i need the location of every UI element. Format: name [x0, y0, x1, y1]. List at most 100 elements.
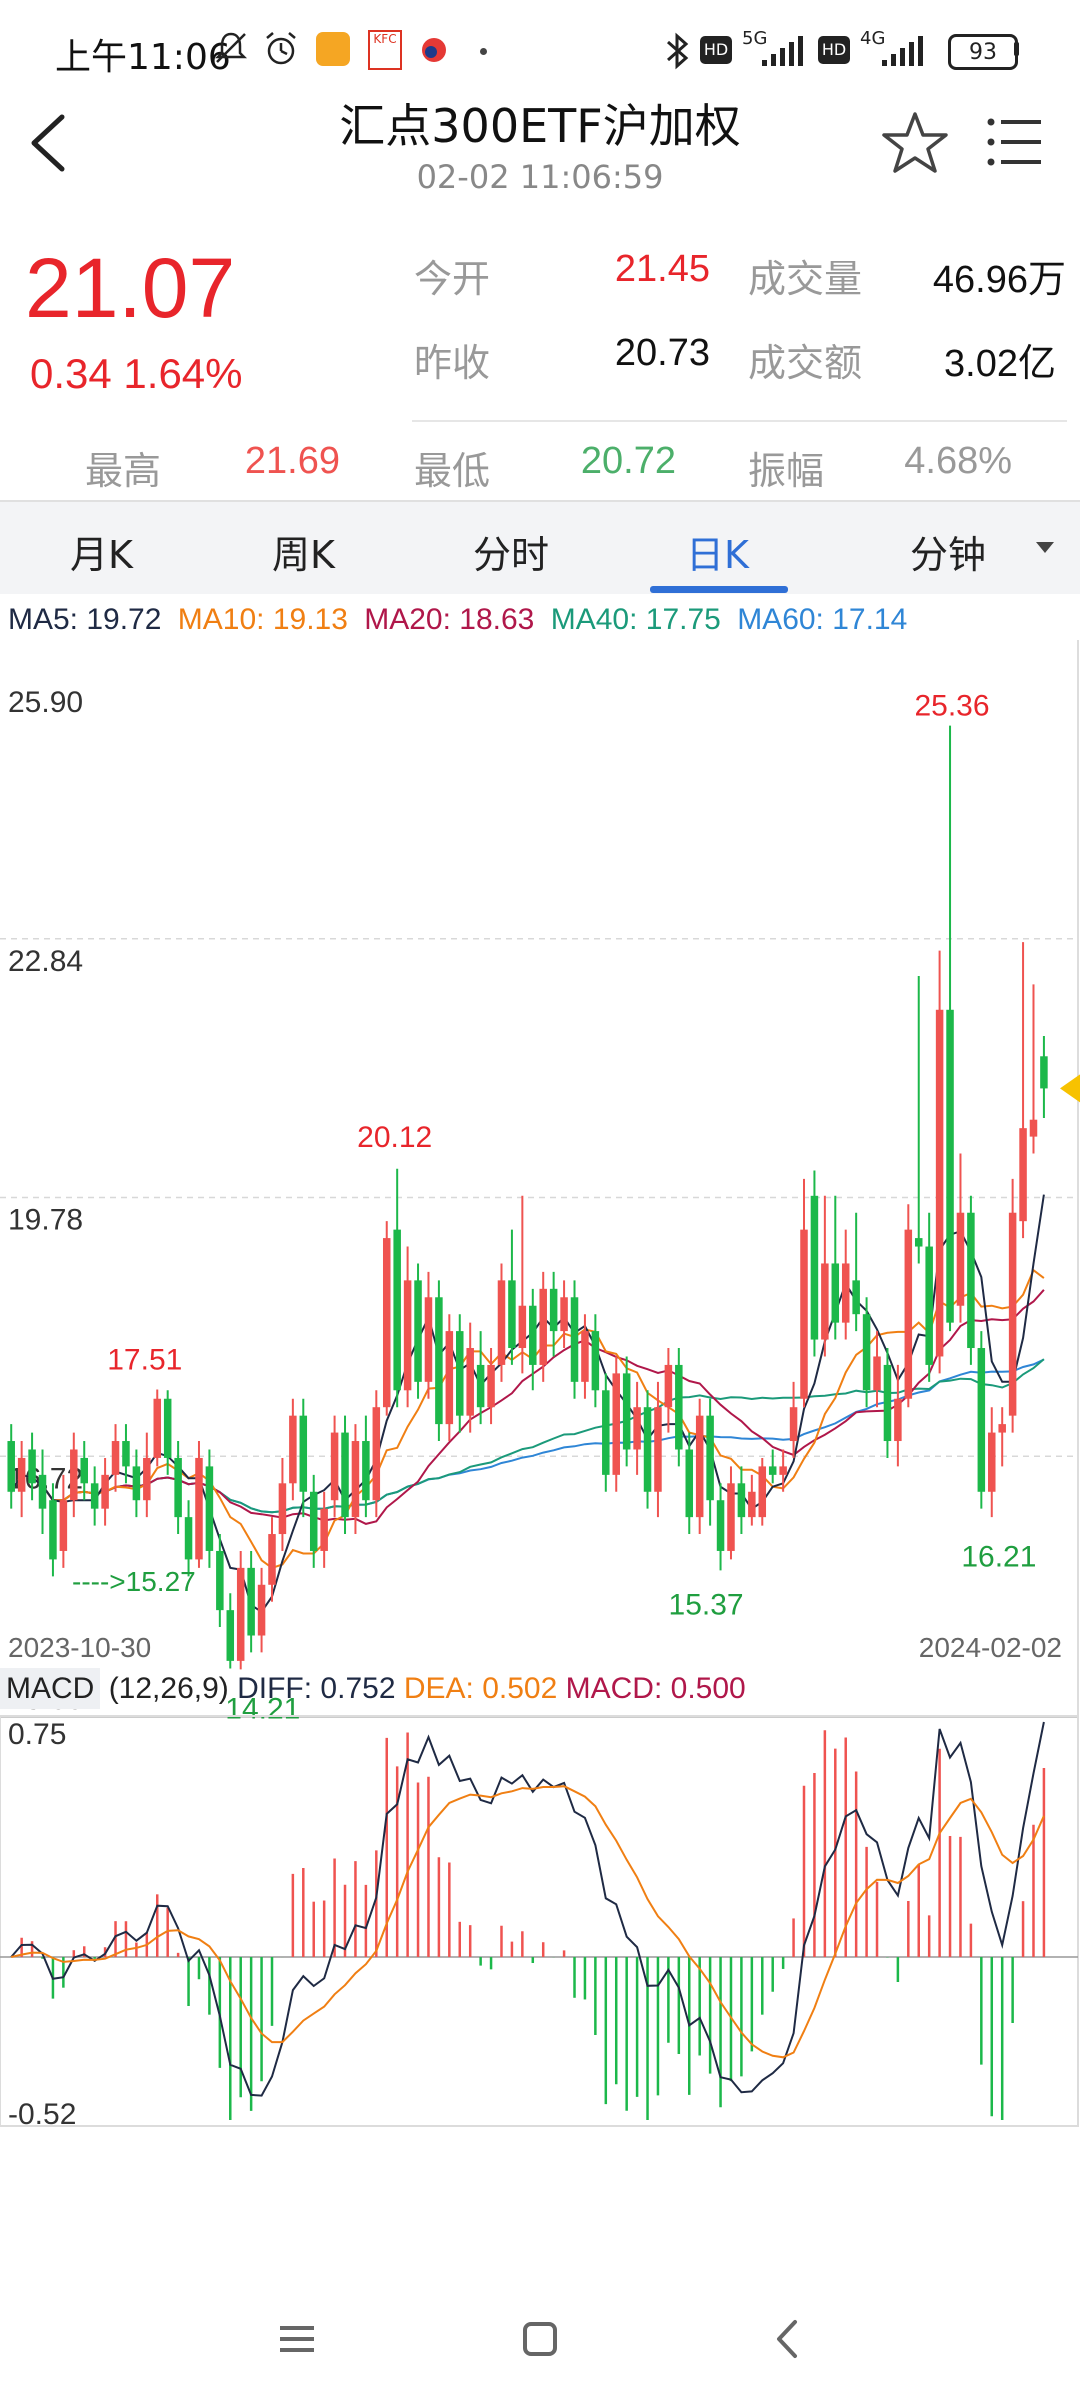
candle-body [216, 1550, 224, 1611]
candle-body [873, 1356, 881, 1391]
chart-start-date: 2023-10-30 [8, 1632, 152, 1663]
candle-body [153, 1398, 162, 1458]
back-nav-icon[interactable] [763, 2314, 813, 2364]
app-notification-icon [422, 38, 446, 62]
candle-body [90, 1483, 99, 1509]
prev-close-label: 昨收 [414, 341, 491, 385]
back-icon[interactable] [20, 105, 80, 180]
kfc-app-icon: KFC [368, 30, 402, 70]
candle-body [518, 1305, 527, 1349]
candle-body [403, 1280, 412, 1391]
ma60-legend: MA60: 17.14 [737, 603, 908, 636]
y-tick-label: 22.84 [8, 945, 83, 978]
candle-body [831, 1263, 840, 1323]
candle-body [716, 1500, 725, 1551]
period-tabs: 月K 周K 分时 日K 分钟 [0, 502, 1080, 594]
high-label: 最高 [85, 449, 162, 493]
signal-4g-icon [882, 36, 923, 66]
recent-apps-icon[interactable] [272, 2314, 322, 2364]
chevron-down-icon[interactable] [1036, 542, 1054, 553]
candle-body [330, 1432, 339, 1501]
tab-monthly-k[interactable]: 月K [70, 533, 133, 577]
candle-body [508, 1280, 516, 1349]
low-annotation: 14.21 [225, 1692, 300, 1725]
hd-badge-1: HD [700, 36, 732, 64]
candle-body [174, 1457, 182, 1518]
candle-body [1019, 1128, 1027, 1222]
ma20-line [10, 1289, 1045, 1525]
tab-minute[interactable]: 分钟 [910, 533, 987, 577]
ma10-line [10, 1268, 1045, 1570]
candle-body [800, 1229, 808, 1399]
candle-body [560, 1297, 568, 1332]
candle-body [570, 1297, 579, 1382]
macd-grid: 0.75 -0.52 [0, 1715, 1079, 2131]
candle-body [393, 1229, 401, 1391]
macd-frame [0, 1715, 1079, 2127]
candle-body [80, 1457, 88, 1484]
candle-body [695, 1415, 704, 1518]
candle-body [904, 1229, 913, 1399]
macd-y-tick: -0.52 [8, 2098, 76, 2131]
tab-weekly-k[interactable]: 周K [272, 533, 335, 577]
candle-body [497, 1280, 506, 1365]
candle-body [988, 1432, 996, 1492]
home-icon[interactable] [515, 2314, 565, 2364]
candle-body [654, 1407, 662, 1492]
candle-body [967, 1212, 975, 1349]
battery-icon: 93 [948, 34, 1018, 70]
ma-legend: MA5: 19.72 MA10: 19.13 MA20: 18.63 MA40:… [8, 603, 915, 637]
open-value: 21.45 [614, 248, 710, 290]
candle-body [779, 1466, 787, 1475]
candle-body [664, 1364, 673, 1408]
status-bar: 上午11:06 KFC HD 5G HD 4G 93 [0, 0, 1080, 100]
menu-icon[interactable] [985, 112, 1045, 172]
candle-body [257, 1584, 266, 1636]
amount-label: 成交额 [748, 341, 863, 385]
candle-body [685, 1449, 694, 1518]
favorite-star-icon[interactable] [880, 108, 950, 178]
active-tab-indicator [650, 586, 788, 593]
current-price: 21.07 [25, 241, 236, 335]
candle-body [914, 1238, 923, 1247]
candles [7, 725, 1048, 1670]
candle-body [226, 1610, 235, 1661]
chart-end-date: 2024-02-02 [918, 1632, 1062, 1663]
candle-body [372, 1407, 381, 1501]
bluetooth-icon [667, 32, 689, 70]
alarm-icon [266, 32, 296, 65]
macd-bars [20, 1730, 1046, 2120]
quote-datetime: 02-02 11:06:59 [416, 158, 664, 196]
candle-body [727, 1483, 735, 1551]
peak-annotation: 17.51 [107, 1343, 182, 1376]
ma5-legend: MA5: 19.72 [8, 603, 162, 636]
more-notifications-dot [480, 48, 487, 55]
candle-body [539, 1288, 547, 1365]
amount-value: 3.02亿 [944, 343, 1056, 385]
volume-value: 46.96万 [932, 259, 1066, 301]
prev-close-value: 20.73 [614, 332, 710, 374]
macd-indicator-selector[interactable]: MACD [0, 1668, 101, 1709]
candle-body [299, 1415, 308, 1492]
candle-body [748, 1491, 756, 1518]
candle-body [789, 1407, 798, 1442]
candle-body [309, 1491, 318, 1551]
candle-body [841, 1263, 850, 1323]
tab-intraday[interactable]: 分时 [473, 533, 550, 577]
candle-body [278, 1483, 287, 1535]
macd-lines [10, 1721, 1045, 2097]
candle-body [341, 1432, 349, 1518]
peak-annotation: 20.12 [357, 1121, 432, 1154]
candle-body [382, 1238, 391, 1408]
tab-daily-k[interactable]: 日K [686, 533, 749, 577]
ma10-legend: MA10: 19.13 [177, 603, 348, 636]
candle-body [268, 1534, 276, 1585]
signal-5g-icon [762, 36, 803, 66]
candle-body [612, 1373, 620, 1475]
macd-dea: DEA: 0.502 [403, 1672, 558, 1705]
dea-line [10, 1785, 1045, 2059]
macd-legend: MACD (12,26,9) DIFF: 0.752 DEA: 0.502 MA… [0, 1668, 746, 1709]
volume-label: 成交量 [748, 257, 863, 301]
ma-lines [10, 1194, 1045, 1614]
